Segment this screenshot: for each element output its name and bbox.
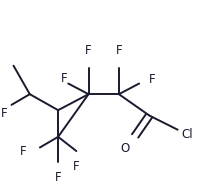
Text: F: F [20, 145, 27, 158]
Text: F: F [61, 72, 68, 85]
Text: F: F [73, 160, 80, 173]
Text: F: F [85, 44, 92, 57]
Text: F: F [116, 44, 122, 57]
Text: Cl: Cl [182, 128, 193, 141]
Text: F: F [55, 171, 61, 184]
Text: F: F [149, 73, 156, 86]
Text: O: O [120, 142, 130, 155]
Text: F: F [1, 107, 7, 120]
